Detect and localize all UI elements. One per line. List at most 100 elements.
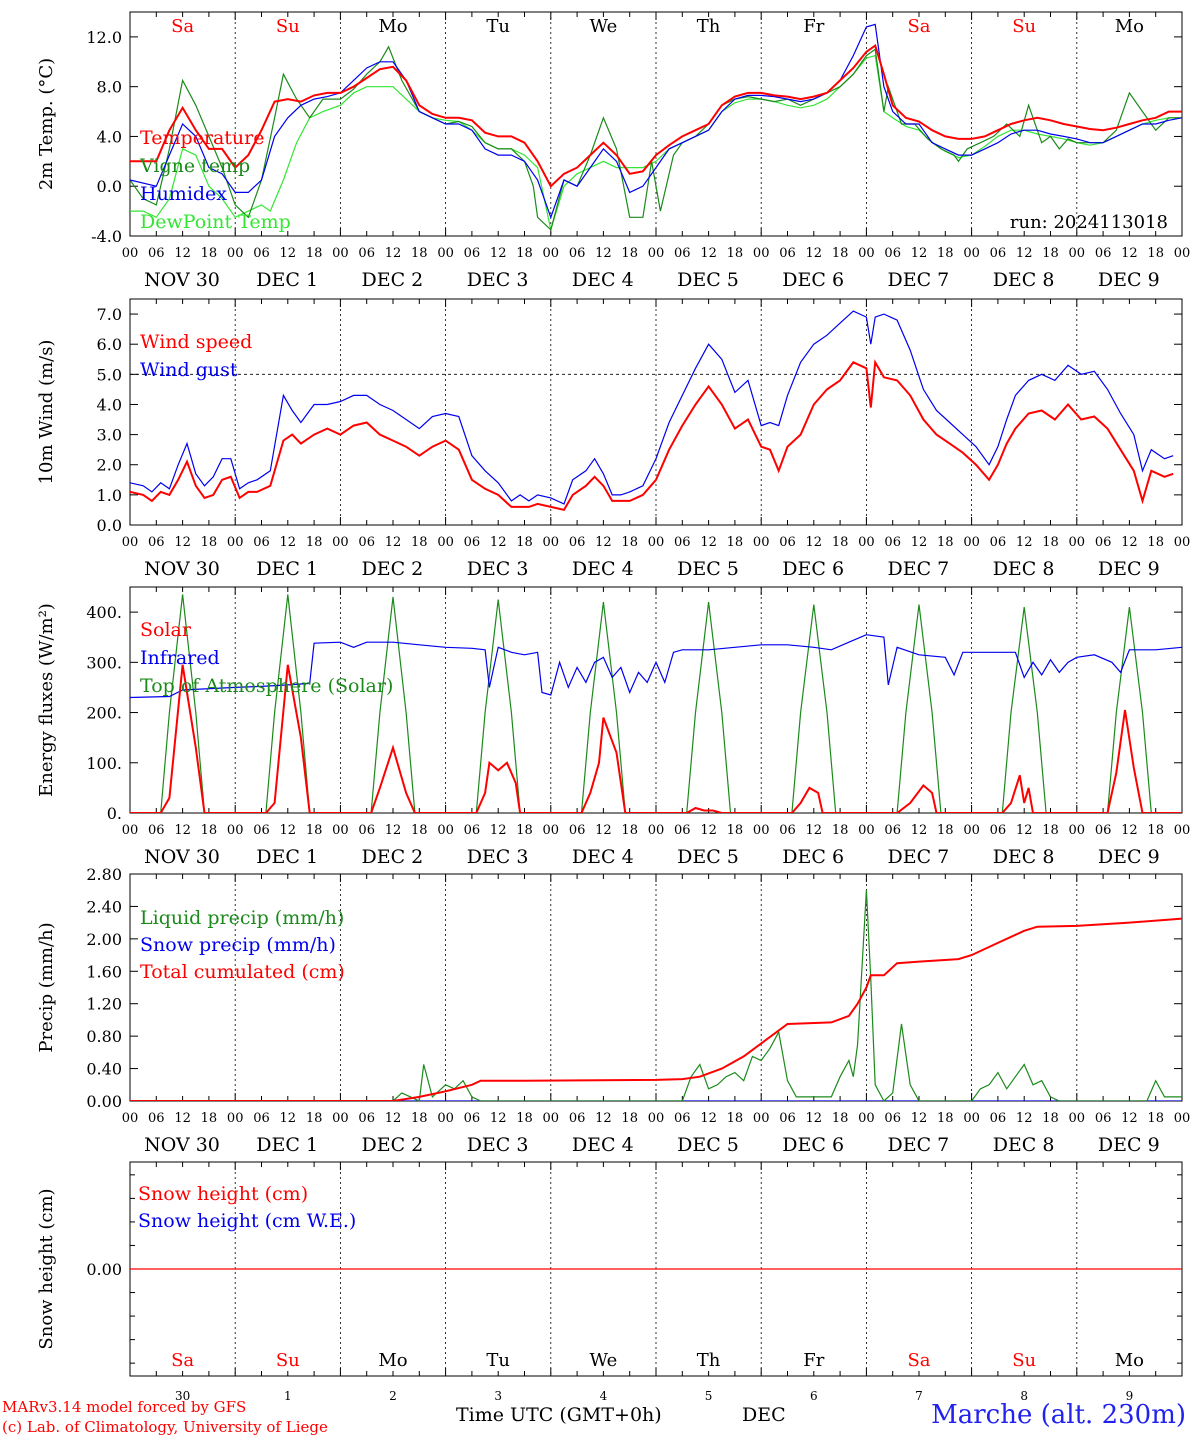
- time-axis-title: Time UTC (GMT+0h): [456, 1404, 662, 1426]
- hour-tick-label: 18: [727, 1111, 744, 1126]
- day-label: DEC 6: [782, 269, 844, 291]
- hour-tick-label: 06: [884, 1111, 901, 1126]
- credit-line-1: MARv3.14 model forced by GFS: [2, 1398, 247, 1416]
- weekday-label: Tu: [486, 1350, 510, 1371]
- y-axis-label: Precip (mm/h): [36, 922, 57, 1052]
- hour-tick-label: 18: [516, 535, 533, 550]
- day-label: DEC 6: [782, 558, 844, 580]
- hour-tick-label: 18: [1147, 1111, 1164, 1126]
- weekday-label: Su: [276, 16, 300, 37]
- hour-tick-label: 12: [1016, 823, 1033, 838]
- hour-tick-label: 12: [595, 535, 612, 550]
- hour-tick-label: 18: [516, 246, 533, 261]
- y-tick-label: 0.40: [86, 1060, 122, 1079]
- hour-tick-label: 12: [174, 823, 191, 838]
- series-line-solar: [130, 664, 1182, 813]
- day-label: DEC 2: [362, 558, 424, 580]
- hour-tick-label: 12: [1016, 246, 1033, 261]
- day-label: DEC 4: [572, 846, 634, 868]
- hour-tick-label: 12: [806, 823, 823, 838]
- hour-tick-label: 18: [937, 535, 954, 550]
- hour-tick-label: 00: [1174, 823, 1191, 838]
- credit-line-2: (c) Lab. of Climatology, University of L…: [2, 1418, 328, 1436]
- day-label: DEC 8: [993, 1134, 1055, 1156]
- hour-tick-label: 12: [911, 823, 928, 838]
- hour-tick-label: 00: [858, 535, 875, 550]
- hour-tick-label: 06: [779, 535, 796, 550]
- y-tick-label: 12.0: [86, 28, 122, 47]
- day-label: DEC 8: [993, 269, 1055, 291]
- legend-entry: Wind speed: [140, 331, 252, 353]
- series-line-humidex: [130, 23, 1182, 220]
- panel-5: 0.00 Snow height (cm) Snow height (cm) Snow…: [36, 1161, 1183, 1403]
- hour-tick-label: 18: [832, 1111, 849, 1126]
- hour-tick-label: 18: [201, 246, 218, 261]
- hour-tick-label: 18: [1147, 823, 1164, 838]
- hour-tick-label: 00: [858, 246, 875, 261]
- hour-tick-label: 06: [1095, 535, 1112, 550]
- hour-tick-label: 18: [201, 535, 218, 550]
- day-label: DEC 9: [1098, 558, 1160, 580]
- day-label: DEC 8: [993, 846, 1055, 868]
- hour-tick-label: 18: [621, 246, 638, 261]
- weekday-label: We: [590, 1350, 618, 1371]
- day-label: DEC 3: [467, 269, 529, 291]
- weekday-label: Su: [276, 1350, 300, 1371]
- hour-tick-label: 00: [1069, 246, 1086, 261]
- y-tick-label: 0.00: [86, 1260, 122, 1279]
- hour-tick-label: 06: [253, 823, 270, 838]
- hour-tick-label: 18: [411, 1111, 428, 1126]
- hour-tick-label: 00: [963, 1111, 980, 1126]
- y-tick-label: 4.0: [97, 127, 122, 146]
- hour-tick-label: 00: [543, 823, 560, 838]
- hour-tick-label: 12: [280, 535, 297, 550]
- hour-tick-label: 12: [700, 823, 717, 838]
- y-tick-label: 0.00: [86, 1092, 122, 1111]
- hour-tick-label: 00: [963, 823, 980, 838]
- hour-tick-label: 06: [148, 246, 165, 261]
- weekday-label: We: [590, 16, 618, 37]
- hour-tick-label: 00: [122, 535, 139, 550]
- hour-tick-label: 18: [516, 1111, 533, 1126]
- weekday-label: Sa: [171, 16, 194, 37]
- hour-tick-label: 06: [464, 246, 481, 261]
- series-line-total-cumulated-cm-: [130, 917, 1182, 1101]
- hour-tick-label: 12: [174, 535, 191, 550]
- hour-tick-label: 12: [1016, 1111, 1033, 1126]
- day-label: DEC 7: [888, 269, 950, 291]
- hour-tick-label: 00: [963, 246, 980, 261]
- hour-tick-label: 00: [648, 1111, 665, 1126]
- hour-tick-label: 06: [464, 1111, 481, 1126]
- weekday-label: Sa: [171, 1350, 194, 1371]
- hour-tick-label: 00: [1174, 1111, 1191, 1126]
- day-label: DEC 5: [677, 1134, 739, 1156]
- y-axis-label: 10m Wind (m/s): [36, 340, 57, 485]
- day-label: NOV 30: [144, 558, 220, 580]
- hour-tick-label: 18: [1042, 246, 1059, 261]
- hour-tick-label: 00: [753, 535, 770, 550]
- day-label: DEC 2: [362, 1134, 424, 1156]
- hour-tick-label: 18: [306, 823, 323, 838]
- day-number-label: 4: [600, 1389, 608, 1403]
- hour-tick-label: 06: [358, 823, 375, 838]
- hour-tick-label: 18: [411, 823, 428, 838]
- y-tick-label: 1.60: [86, 962, 122, 981]
- y-tick-label: 0.80: [86, 1027, 122, 1046]
- hour-tick-label: 18: [937, 246, 954, 261]
- hour-tick-label: 18: [621, 535, 638, 550]
- hour-tick-label: 00: [648, 823, 665, 838]
- hour-tick-label: 18: [937, 1111, 954, 1126]
- hour-tick-label: 06: [779, 823, 796, 838]
- legend-entry: Humidex: [140, 183, 227, 205]
- day-label: DEC 5: [677, 846, 739, 868]
- hour-tick-label: 00: [332, 823, 349, 838]
- legend-entry: Snow precip (mm/h): [140, 934, 336, 956]
- day-number-label: 8: [1020, 1389, 1028, 1403]
- weekday-label: Tu: [486, 16, 510, 37]
- hour-tick-label: 18: [201, 1111, 218, 1126]
- hour-tick-label: 18: [1042, 823, 1059, 838]
- day-number-label: 2: [389, 1389, 397, 1403]
- legend-entry: Solar: [140, 619, 192, 641]
- hour-tick-label: 18: [832, 246, 849, 261]
